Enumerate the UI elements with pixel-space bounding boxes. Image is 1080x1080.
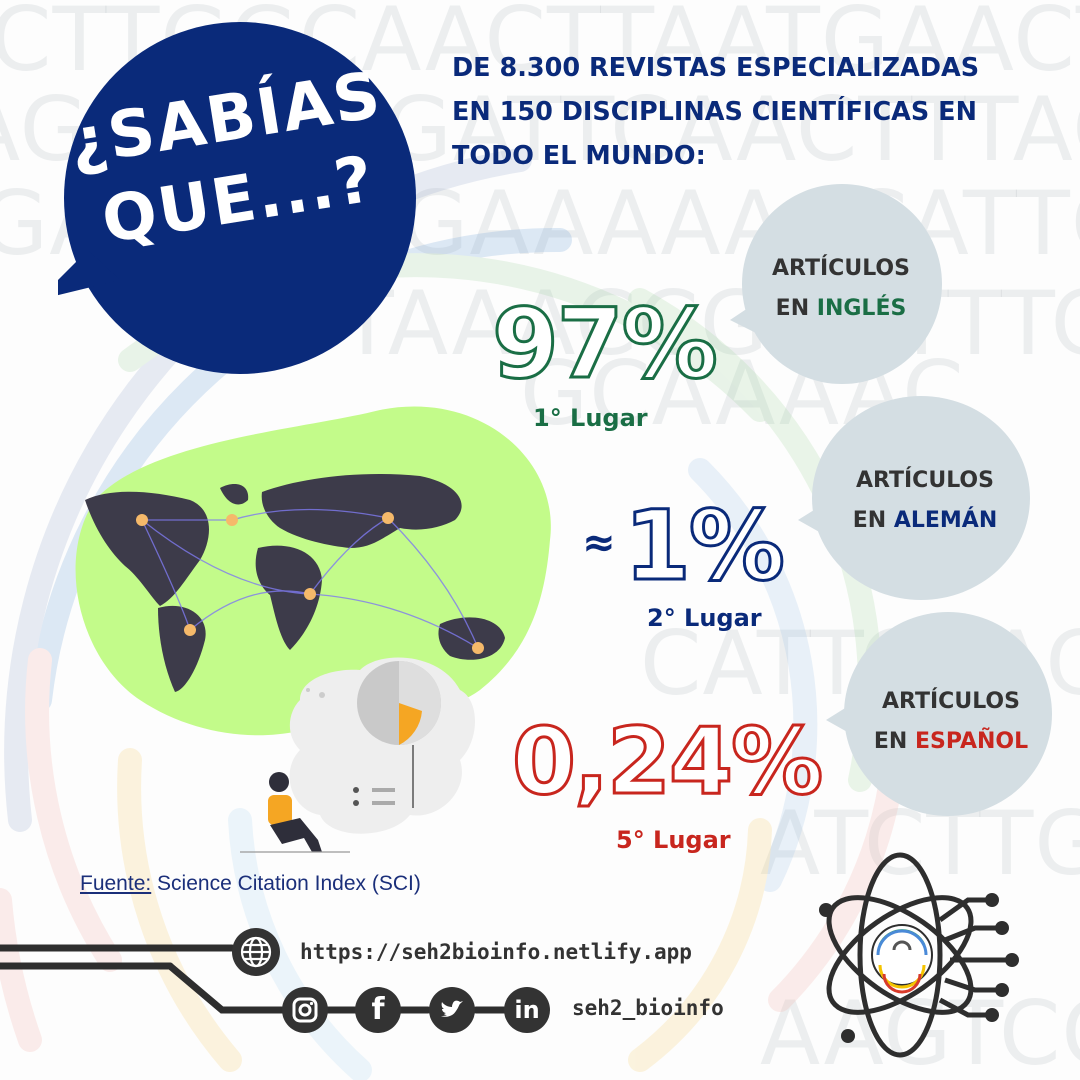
header-text: DE 8.300 REVISTAS ESPECIALIZADAS EN 150 … xyxy=(452,46,1052,178)
label-espanol: ARTÍCULOS EN ESPAÑOL xyxy=(841,682,1061,762)
source-citation: Fuente: Science Citation Index (SCI) xyxy=(80,872,421,896)
facebook-icon[interactable]: f xyxy=(355,987,401,1033)
linkedin-icon[interactable]: in xyxy=(504,987,550,1033)
label-espanol-articulos: ARTÍCULOS xyxy=(882,689,1020,714)
source-label: Fuente: xyxy=(80,872,152,895)
place-espanol: 5° Lugar xyxy=(616,826,731,854)
label-aleman-lang-line: EN ALEMÁN xyxy=(815,501,1035,541)
label-espanol-lang-line: EN ESPAÑOL xyxy=(841,722,1061,762)
label-aleman-prefix: EN xyxy=(852,508,894,533)
dna-background-text: TAAACCGAGTTTCATGA xyxy=(340,272,1080,375)
label-espanol-prefix: EN xyxy=(873,729,915,754)
percent-aleman: 1% xyxy=(623,490,787,602)
approx-sign: ≈ xyxy=(582,520,616,566)
circle-espanol xyxy=(844,612,1052,816)
header-line-2: EN 150 DISCIPLINAS CIENTÍFICAS EN xyxy=(452,97,977,127)
label-ingles-lang-line: EN INGLÉS xyxy=(731,289,951,329)
social-handle[interactable]: seh2_bioinfo xyxy=(572,996,724,1020)
website-url[interactable]: https://seh2bioinfo.netlify.app xyxy=(300,940,692,964)
circle-aleman xyxy=(812,396,1030,600)
label-ingles: ARTÍCULOS EN INGLÉS xyxy=(731,249,951,329)
percent-ingles: 97% xyxy=(491,288,720,400)
globe-icon-glyph xyxy=(240,936,272,968)
label-ingles-language: INGLÉS xyxy=(816,296,907,321)
label-ingles-articulos: ARTÍCULOS xyxy=(772,256,910,281)
label-aleman-articulos: ARTÍCULOS xyxy=(856,468,994,493)
header-line-3: TODO EL MUNDO: xyxy=(452,141,706,171)
globe-icon[interactable] xyxy=(232,928,280,976)
place-aleman: 2° Lugar xyxy=(647,604,762,632)
circle-ingles xyxy=(742,184,942,384)
instagram-icon[interactable] xyxy=(282,987,328,1033)
percent-espanol: 0,24% xyxy=(510,708,824,815)
label-aleman: ARTÍCULOS EN ALEMÁN xyxy=(815,461,1035,541)
instagram-icon-glyph xyxy=(292,997,318,1023)
label-ingles-prefix: EN xyxy=(775,296,817,321)
twitter-icon[interactable] xyxy=(429,987,475,1033)
source-text: Science Citation Index (SCI) xyxy=(151,872,421,895)
sabias-que-bubble-shape xyxy=(58,22,416,374)
label-aleman-language: ALEMÁN xyxy=(893,508,998,533)
header-line-1: DE 8.300 REVISTAS ESPECIALIZADAS xyxy=(452,53,980,83)
label-espanol-language: ESPAÑOL xyxy=(914,729,1029,754)
twitter-icon-glyph xyxy=(441,1000,463,1017)
dna-background-text: AAGTCCATGGAG xyxy=(760,982,1080,1080)
place-ingles: 1° Lugar xyxy=(533,404,648,432)
